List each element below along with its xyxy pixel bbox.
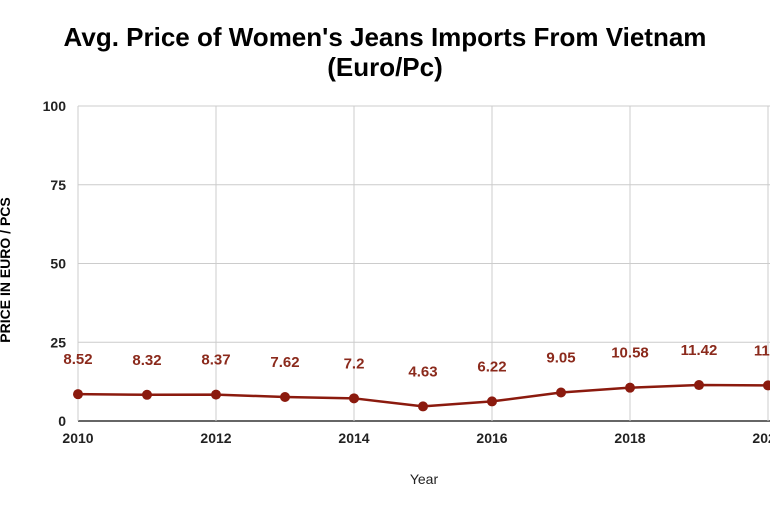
y-axis-ticks: 0 25 50 75 100 [43,98,67,429]
chart-title-line-2: (Euro/Pc) [327,52,443,82]
data-point [142,389,152,400]
data-point [73,389,83,400]
data-point [487,396,497,407]
x-tick-label: 2018 [614,430,645,446]
x-tick-label: 2010 [62,430,93,446]
x-tick-label: 2012 [200,430,231,446]
data-label: 6.22 [477,358,506,375]
y-axis-title: PRICE IN EURO / PCS [0,197,13,342]
data-label: 11.3 [754,342,770,359]
data-label: 8.37 [201,352,230,369]
y-tick-label: 0 [58,413,66,429]
data-labels: 8.52 8.32 8.37 7.62 7.2 4.63 6.22 9.05 10.58 11.4… [63,342,770,380]
data-point [349,393,359,404]
x-tick-label: 2016 [476,430,507,446]
data-label: 8.52 [63,351,92,368]
data-point [211,389,221,400]
data-label: 7.62 [270,354,299,371]
data-point [556,387,566,398]
x-axis-ticks: 2010 2012 2014 2016 2018 2020 [62,430,770,446]
y-tick-label: 25 [50,334,66,350]
gridlines [77,105,770,422]
data-point [694,380,704,391]
data-label: 9.05 [546,349,575,366]
y-tick-label: 75 [50,177,66,193]
y-tick-label: 100 [43,98,67,114]
data-point [418,401,428,412]
data-label: 8.32 [132,352,161,369]
chart-title-line-1: Avg. Price of Women's Jeans Imports From… [63,22,707,52]
data-point [763,380,770,391]
y-tick-label: 50 [50,256,66,272]
x-axis-title: Year [410,471,439,487]
data-label: 4.63 [408,363,437,380]
x-tick-label: 2014 [338,430,369,446]
data-label: 10.58 [611,345,649,362]
data-point [280,391,290,402]
data-label: 7.2 [344,355,365,372]
series-price [73,380,770,412]
data-label: 11.42 [681,342,718,359]
chart-title: Avg. Price of Women's Jeans Imports From… [0,22,770,82]
x-tick-label: 2020 [752,430,770,446]
data-point [625,382,635,393]
